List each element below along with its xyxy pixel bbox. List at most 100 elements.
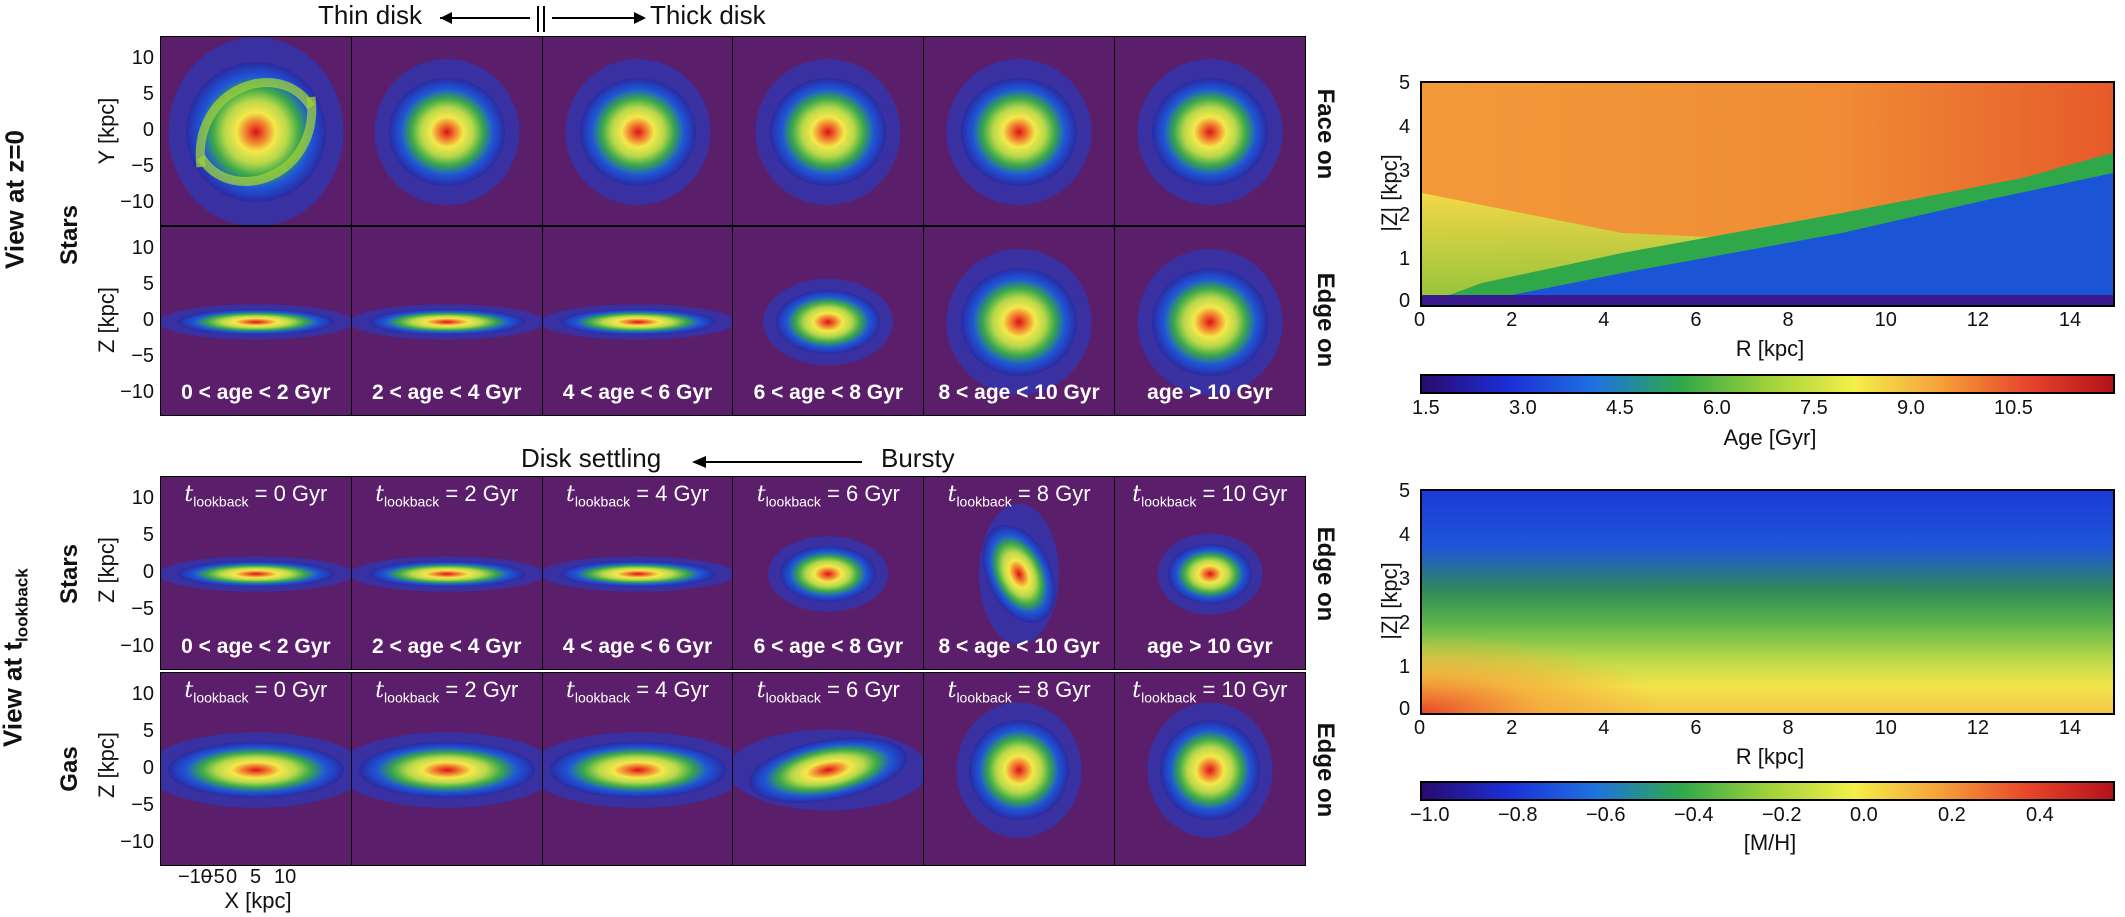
faceon-row-z0 (160, 36, 1306, 226)
mh-ytick-1: 1 (1399, 656, 1411, 678)
age-ytick-3: 3 (1399, 160, 1411, 182)
lookback-time-label: tlookback = 8 Gyr (947, 481, 1091, 510)
edgeon-z0-panel-2: 4 < age < 6 Gyr (541, 226, 734, 416)
heatmap-x-tick: 14 (2058, 309, 2082, 331)
heatmap-x-tick: 2 (1506, 309, 1518, 331)
row-label-gas-lookback: Gas (56, 746, 83, 792)
heatmap-x-tick: 0 (1414, 717, 1426, 739)
heatmap-x-tick: 8 (1782, 309, 1794, 331)
y-tick: 10 (131, 46, 154, 69)
colorbar-tick: 9.0 (1897, 397, 1925, 419)
heatmap-x-tick: 2 (1506, 717, 1518, 739)
edgeon-z0-image-2 (542, 227, 733, 415)
edgeon-z0-panel-3: 6 < age < 8 Gyr (732, 226, 925, 416)
edge-on-label-row2: Edge on (1312, 272, 1339, 368)
stars-lookback-image-5 (1115, 477, 1305, 669)
age-colorbar (1420, 374, 2115, 394)
y-tick: −10 (120, 381, 154, 404)
heatmap-x-tick: 12 (1966, 309, 1990, 331)
metallicity-heatmap-canvas (1422, 491, 2113, 713)
y-tick: 5 (142, 82, 154, 105)
stars-lookback-panel-0: 0 < age < 2 Gyr tlookback = 0 Gyr (160, 476, 352, 670)
stars-lookback-image-1 (351, 477, 542, 669)
faceon-z0-panel-3 (732, 36, 925, 226)
mh-ytick-3: 3 (1399, 568, 1411, 590)
y-tick: −5 (131, 345, 154, 368)
mh-ytick-4: 4 (1399, 524, 1411, 546)
age-bin-label: 8 < age < 10 Gyr (938, 635, 1100, 658)
gas-lookback-panel-1: tlookback = 2 Gyr (350, 672, 543, 866)
age-ytick-0: 0 (1399, 290, 1411, 312)
colorbar-tick: 3.0 (1509, 397, 1537, 419)
age-bin-label: 6 < age < 8 Gyr (753, 635, 903, 658)
y-tick: 5 (142, 720, 154, 743)
y-tick: 0 (142, 119, 154, 141)
age-bin-label: 2 < age < 4 Gyr (371, 635, 522, 658)
colorbar-tick: −1.0 (1410, 804, 1450, 826)
edgeon-z0-panel-1: 2 < age < 4 Gyr (350, 226, 543, 416)
lookback-time-label: tlookback = 0 Gyr (184, 481, 328, 510)
gas-lookback-panel-0: tlookback = 0 Gyr (160, 672, 352, 866)
y-tick: −10 (120, 830, 154, 853)
colorbar-tick: 0.2 (1938, 804, 1966, 826)
colorbar-tick: 6.0 (1703, 397, 1731, 419)
mh-colorbar (1420, 781, 2115, 801)
edgeon-z0-image-4 (924, 227, 1114, 415)
colorbar-tick: −0.8 (1498, 804, 1538, 826)
age-ytick-5: 5 (1399, 72, 1411, 94)
edgeon-z0-image-1 (351, 227, 542, 415)
lookback-time-label: tlookback = 10 Gyr (1132, 481, 1288, 510)
lookback-time-label: tlookback = 4 Gyr (566, 677, 709, 706)
edgeon-z0-panel-5: age > 10 Gyr (1114, 226, 1306, 416)
colorbar-tick: 10.5 (1994, 397, 2033, 419)
view-z0-title: View at z=0 (0, 130, 30, 269)
mh-ytick-2: 2 (1399, 612, 1411, 634)
y-tick: −5 (131, 793, 154, 816)
faceon-z0-image-5 (1115, 37, 1305, 225)
age-bin-label: 0 < age < 2 Gyr (181, 381, 331, 404)
colorbar-tick: 1.5 (1412, 397, 1440, 419)
faceon-z0-image-2 (542, 37, 733, 225)
age-bin-label: age > 10 Gyr (1147, 635, 1273, 658)
mh-heatmap-xlabel: R [kpc] (1735, 744, 1805, 769)
edge-on-label-row4: Edge on (1312, 722, 1339, 818)
x-tick: −10 (178, 866, 212, 888)
edgeon-z0-panel-4: 8 < age < 10 Gyr (923, 226, 1115, 416)
heatmap-x-tick: 8 (1782, 717, 1794, 739)
age-colorbar-label: Age [Gyr] (1723, 425, 1817, 450)
x-tick: 5 (250, 866, 262, 888)
y-tick: 0 (142, 757, 154, 779)
heatmap-x-tick: 12 (1966, 717, 1990, 739)
edgeon-z0-image-3 (733, 227, 924, 415)
y-tick: 10 (131, 683, 154, 706)
y-tick: 5 (142, 524, 154, 547)
age-bin-label: 8 < age < 10 Gyr (938, 381, 1100, 404)
faceon-z0-image-3 (733, 37, 924, 225)
colorbar-tick: −0.6 (1586, 804, 1626, 826)
face-on-label: Face on (1312, 88, 1339, 180)
edgeon-z0-image-5 (1115, 227, 1305, 415)
edge-on-label-row3: Edge on (1312, 526, 1339, 622)
settling-arrow (692, 456, 862, 468)
age-heatmap (1420, 81, 2115, 307)
y-tick: 5 (142, 272, 154, 295)
colorbar-tick: 0.0 (1850, 804, 1878, 826)
age-bin-label: 2 < age < 4 Gyr (371, 381, 522, 404)
lookback-time-label: tlookback = 8 Gyr (947, 677, 1091, 706)
mh-heatmap-ylabel: |Z| [kpc] (1377, 562, 1402, 640)
thin-disk-label: Thin disk (318, 0, 423, 30)
heatmap-x-tick: 4 (1598, 717, 1610, 739)
mh-ytick-5: 5 (1399, 480, 1411, 502)
faceon-z0-panel-0 (160, 36, 352, 226)
lookback-time-label: tlookback = 10 Gyr (1132, 677, 1288, 706)
age-ytick-1: 1 (1399, 248, 1411, 270)
age-heatmap-canvas (1422, 83, 2113, 305)
colorbar-tick: 4.5 (1606, 397, 1634, 419)
gas-lookback-panel-5: tlookback = 10 Gyr (1114, 672, 1306, 866)
stars-lookback-panel-5: age > 10 Gyr tlookback = 10 Gyr (1114, 476, 1306, 670)
edgeon-z0-image-0 (160, 227, 351, 415)
age-ytick-4: 4 (1399, 116, 1411, 138)
y-tick: −10 (120, 634, 154, 657)
stars-lookback-panel-4: 8 < age < 10 Gyr tlookback = 8 Gyr (923, 476, 1115, 670)
x-axis-title: X [kpc] (224, 888, 292, 913)
